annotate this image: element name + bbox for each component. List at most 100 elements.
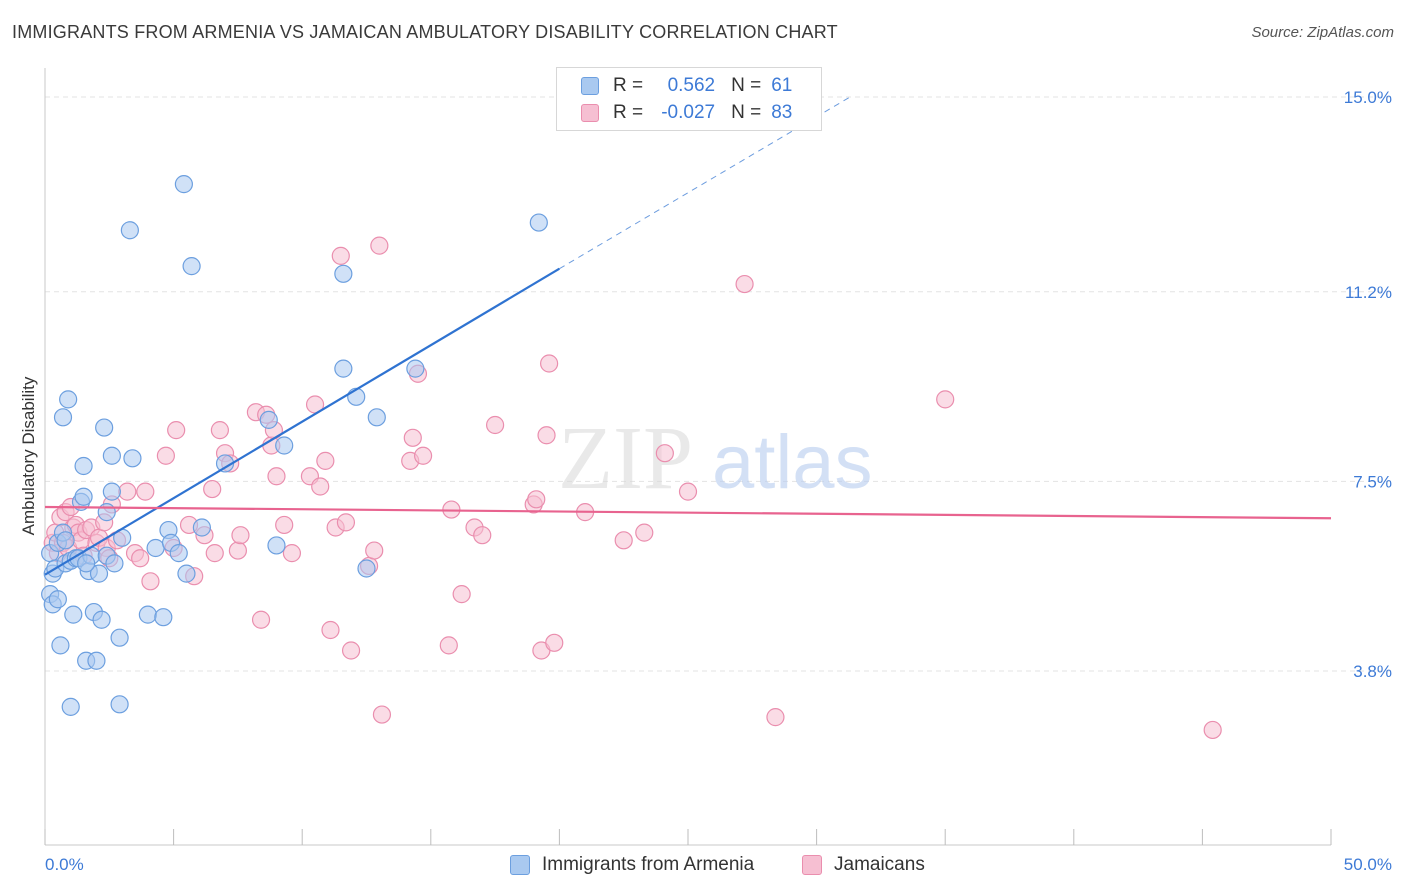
armenia-point	[48, 590, 67, 609]
y-tick-label: 15.0%	[1344, 88, 1392, 107]
armenia-point	[51, 636, 70, 655]
armenia-point	[406, 359, 425, 378]
jamaicans-point	[735, 274, 754, 294]
jamaicans-point	[131, 549, 150, 568]
legend-n-value: 61	[771, 75, 793, 96]
jamaicans-point	[678, 482, 698, 501]
armenia-point	[97, 503, 116, 522]
y-tick-labels: 3.8% 7.5% 11.2% 15.0%	[1344, 88, 1392, 681]
armenia-point	[192, 518, 211, 537]
armenia-point	[74, 456, 93, 476]
legend-r-label: R =	[613, 102, 644, 123]
armenia-point	[61, 697, 80, 716]
jamaicans-point	[316, 451, 335, 470]
armenia-point	[53, 408, 73, 427]
armenia-point	[59, 390, 78, 409]
jamaicans-point	[413, 446, 433, 465]
jamaicans-point	[365, 541, 384, 560]
legend-r-value: -0.027	[661, 102, 716, 123]
armenia-point	[102, 482, 121, 501]
jamaicans-point	[118, 482, 137, 501]
jamaicans-point	[141, 572, 160, 591]
jamaicans-point	[167, 421, 186, 440]
jamaicans-point	[267, 467, 286, 486]
chart-title: IMMIGRANTS FROM ARMENIA VS JAMAICAN AMBU…	[12, 22, 838, 42]
legend-r-label: R =	[613, 75, 644, 96]
gridlines	[45, 96, 1391, 672]
legend-row-armenia: R = 0.562 N = 61	[581, 73, 792, 99]
jamaicans-point	[370, 236, 389, 255]
bottom-swatch-blue	[510, 855, 530, 875]
trend-lines	[44, 96, 1332, 576]
jamaicans-point	[527, 490, 546, 509]
jamaicans-point	[452, 585, 471, 604]
armenia-point	[146, 538, 165, 558]
jamaicans-point	[311, 477, 330, 496]
armenia-trend-extension	[559, 96, 851, 270]
bottom-swatch-pink	[802, 855, 822, 875]
jamaicans-point	[1203, 720, 1222, 740]
x-tick-label: 0.0%	[45, 855, 84, 874]
watermark-zip: ZIP	[558, 409, 693, 508]
jamaicans-point	[766, 708, 785, 727]
legend-n-value: 83	[771, 102, 793, 123]
jamaicans-point	[336, 513, 356, 532]
jamaicans-point	[473, 526, 492, 545]
legend-n-label: N =	[731, 75, 762, 96]
armenia-point	[110, 628, 129, 647]
jamaicans-point	[486, 415, 505, 435]
armenia-points	[41, 175, 548, 716]
jamaicans-point	[210, 421, 229, 440]
armenia-point	[169, 544, 188, 563]
armenia-point	[102, 446, 121, 465]
armenia-point	[174, 175, 193, 194]
jamaicans-point	[540, 354, 559, 373]
axes	[44, 68, 1332, 846]
armenia-point	[110, 695, 129, 714]
armenia-point	[267, 536, 286, 555]
y-tick-label: 3.8%	[1353, 662, 1392, 681]
armenia-point	[77, 554, 96, 573]
armenia-point	[154, 608, 173, 627]
jamaicans-point	[275, 515, 294, 535]
source-label: Source: ZipAtlas.com	[1251, 24, 1394, 41]
jamaicans-point	[614, 531, 633, 550]
legend-r-value: 0.562	[667, 75, 716, 96]
armenia-point	[347, 387, 366, 406]
armenia-trend-line	[44, 267, 560, 576]
jamaicans-point	[251, 610, 271, 629]
bottom-legend-armenia: Immigrants from Armenia	[510, 852, 754, 878]
jamaicans-point	[537, 426, 556, 445]
jamaicans-point	[156, 446, 175, 465]
watermark-atlas: atlas	[712, 420, 873, 505]
armenia-point	[334, 359, 353, 378]
y-axis-label: Ambulatory Disability	[19, 376, 38, 535]
jamaicans-point	[231, 526, 250, 545]
x-tick-label: 50.0%	[1344, 855, 1392, 874]
armenia-point	[56, 531, 75, 550]
armenia-point	[138, 605, 157, 624]
armenia-point	[92, 610, 111, 629]
armenia-point	[64, 605, 83, 624]
armenia-point	[123, 449, 142, 468]
jamaicans-point	[403, 428, 422, 447]
jamaicans-point	[635, 523, 654, 542]
y-tick-label: 11.2%	[1345, 283, 1392, 302]
armenia-point	[74, 487, 93, 506]
jamaicans-point	[331, 246, 350, 265]
armenia-point	[259, 410, 278, 429]
armenia-point	[182, 257, 201, 276]
jamaicans-point	[372, 705, 392, 724]
jamaicans-point	[321, 620, 340, 640]
jamaicans-point	[545, 633, 564, 652]
jamaicans-point	[203, 479, 222, 499]
legend-n-label: N =	[731, 102, 762, 123]
armenia-point	[529, 213, 548, 232]
jamaicans-point	[282, 544, 302, 563]
armenia-point	[89, 564, 109, 583]
armenia-point	[357, 559, 376, 578]
armenia-point	[87, 651, 106, 670]
legend-row-jamaicans: R = -0.027 N = 83	[581, 100, 792, 126]
legend-swatch-blue	[581, 77, 599, 95]
correlation-legend: R = 0.562 N = 61 R = -0.027 N = 83	[556, 67, 822, 131]
